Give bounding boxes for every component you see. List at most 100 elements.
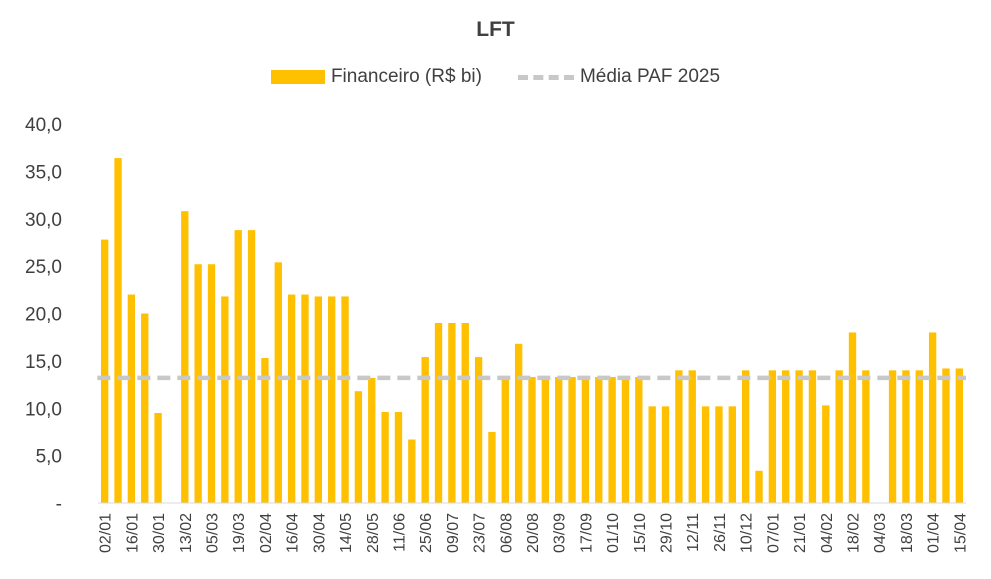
bar[interactable] (328, 296, 336, 503)
bar[interactable] (421, 357, 429, 503)
bar[interactable] (661, 406, 670, 503)
bar[interactable] (194, 264, 202, 503)
x-tick-label: 12/11 (685, 513, 702, 552)
bar[interactable] (635, 376, 643, 503)
x-tick-label: 23/07 (472, 513, 489, 553)
bar[interactable] (301, 294, 309, 503)
x-tick-label: 30/04 (311, 513, 328, 553)
y-tick-label: 35,0 (25, 162, 62, 183)
bar[interactable] (528, 376, 536, 503)
bar[interactable] (915, 370, 923, 503)
x-tick-label: 29/10 (659, 513, 676, 553)
y-tick-label: 30,0 (25, 210, 62, 231)
x-tick-label: 11/06 (391, 513, 408, 552)
x-tick-label: 05/03 (205, 513, 222, 553)
x-tick-label: 15/04 (952, 513, 969, 553)
bar[interactable] (287, 294, 296, 503)
bar[interactable] (581, 376, 590, 503)
bar[interactable] (501, 376, 509, 503)
bar[interactable] (274, 262, 282, 503)
chart-title: LFT (476, 18, 515, 41)
bar[interactable] (434, 322, 443, 503)
bar[interactable] (741, 370, 750, 503)
bar[interactable] (114, 158, 122, 504)
bar[interactable] (541, 376, 550, 503)
bar[interactable] (701, 406, 710, 503)
bar[interactable] (141, 313, 149, 504)
bar[interactable] (902, 370, 910, 503)
bar[interactable] (928, 332, 937, 503)
x-tick-label: 04/03 (872, 513, 889, 553)
bar[interactable] (555, 376, 563, 503)
legend-item-line[interactable]: Média PAF 2025 (517, 66, 720, 88)
bar[interactable] (474, 357, 483, 503)
y-tick-label: 5,0 (36, 447, 62, 468)
bar[interactable] (448, 322, 456, 503)
bar[interactable] (461, 322, 469, 503)
bar[interactable] (595, 376, 603, 503)
bar[interactable] (835, 370, 843, 503)
bar[interactable] (942, 368, 950, 503)
bar[interactable] (688, 370, 696, 503)
bar[interactable] (234, 230, 242, 503)
bar[interactable] (368, 377, 376, 503)
bar[interactable] (381, 412, 389, 503)
bar[interactable] (221, 296, 229, 503)
bar[interactable] (354, 391, 363, 503)
legend: Financeiro (R$ bi) Média PAF 2025 (0, 66, 991, 88)
bar[interactable] (408, 439, 416, 503)
bar[interactable] (822, 405, 830, 503)
x-tick-label: 16/01 (124, 513, 141, 553)
bar[interactable] (621, 376, 630, 503)
bar[interactable] (808, 370, 817, 503)
x-tick-label: 01/10 (605, 513, 622, 553)
x-tick-label: 18/02 (845, 513, 862, 553)
x-tick-label: 28/05 (365, 513, 382, 553)
bar[interactable] (101, 239, 109, 503)
x-tick-label: 10/12 (739, 513, 756, 553)
bar[interactable] (768, 370, 777, 503)
legend-swatch-bar (270, 70, 325, 84)
bar[interactable] (848, 332, 857, 503)
x-tick-label: 03/09 (552, 513, 569, 553)
bar[interactable] (568, 376, 576, 503)
bar[interactable] (862, 370, 870, 503)
bar[interactable] (728, 406, 736, 503)
legend-label-bars: Financeiro (R$ bi) (330, 66, 482, 87)
legend-swatch-line (517, 74, 574, 80)
bar[interactable] (261, 358, 269, 503)
bar[interactable] (608, 376, 616, 503)
y-tick-label: 40,0 (25, 115, 62, 136)
bar[interactable] (782, 370, 790, 503)
bar[interactable] (648, 406, 656, 503)
x-tick-label: 14/05 (338, 513, 355, 553)
bar[interactable] (394, 412, 403, 503)
bar[interactable] (314, 296, 323, 503)
bar[interactable] (488, 431, 496, 503)
x-tick-label: 02/01 (98, 513, 115, 553)
x-tick-label: 26/11 (712, 513, 729, 552)
y-tick-label: 25,0 (25, 257, 62, 278)
bar[interactable] (755, 470, 763, 503)
bar[interactable] (207, 264, 216, 503)
bar[interactable] (247, 230, 256, 503)
y-axis: - 5,0 10,0 15,0 20,0 25,0 30,0 35,0 40,0 (25, 115, 62, 515)
bar[interactable] (341, 296, 349, 503)
x-tick-label: 20/08 (525, 513, 542, 553)
x-tick-label: 30/01 (151, 513, 168, 553)
bar[interactable] (675, 370, 683, 503)
bar[interactable] (127, 294, 136, 503)
bar[interactable] (181, 211, 189, 504)
bar[interactable] (154, 412, 162, 503)
bar[interactable] (795, 370, 803, 503)
x-tick-label: 25/06 (418, 513, 435, 553)
bar[interactable] (888, 370, 897, 503)
y-tick-label: - (56, 494, 62, 515)
bar[interactable] (514, 343, 523, 503)
x-tick-label: 01/04 (926, 513, 943, 553)
y-tick-label: 15,0 (25, 352, 62, 373)
legend-item-bars[interactable]: Financeiro (R$ bi) (270, 66, 482, 88)
bar[interactable] (955, 368, 963, 503)
bar[interactable] (715, 406, 723, 503)
